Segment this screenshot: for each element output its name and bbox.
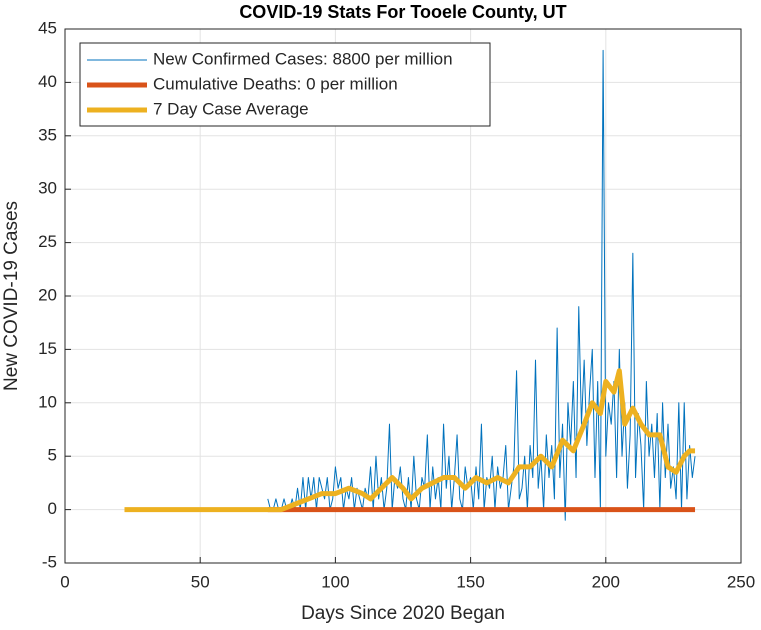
y-tick-label: 25 (38, 232, 57, 251)
legend: New Confirmed Cases: 8800 per million Cum… (79, 42, 491, 127)
y-tick-label: 10 (38, 392, 57, 411)
x-tick-label: 150 (456, 572, 484, 591)
plot-area (124, 49, 696, 521)
y-tick-label: 5 (48, 446, 57, 465)
x-tick-label: 100 (321, 572, 349, 591)
x-tick-label: 0 (60, 572, 69, 591)
y-tick-label: 15 (38, 339, 57, 358)
chart-title: COVID-19 Stats For Tooele County, UT (239, 2, 566, 22)
y-tick-label: 40 (38, 72, 57, 91)
legend-label: 7 Day Case Average (153, 99, 309, 118)
legend-label: New Confirmed Cases: 8800 per million (153, 49, 453, 68)
y-tick-label: -5 (42, 552, 57, 571)
series-line (124, 368, 696, 513)
x-tick-label: 200 (592, 572, 620, 591)
y-tick-label: 35 (38, 125, 57, 144)
y-tick-label: 45 (38, 18, 57, 37)
y-tick-label: 0 (48, 499, 57, 518)
x-axis-label: Days Since 2020 Began (301, 603, 505, 624)
y-axis-label: New COVID-19 Cases (1, 201, 22, 391)
y-tick-label: 20 (38, 285, 57, 304)
legend-box (79, 42, 491, 127)
x-tick-label: 50 (191, 572, 210, 591)
x-tick-label: 250 (727, 572, 755, 591)
y-tick-label: 30 (38, 179, 57, 198)
legend-label: Cumulative Deaths: 0 per million (153, 74, 398, 93)
